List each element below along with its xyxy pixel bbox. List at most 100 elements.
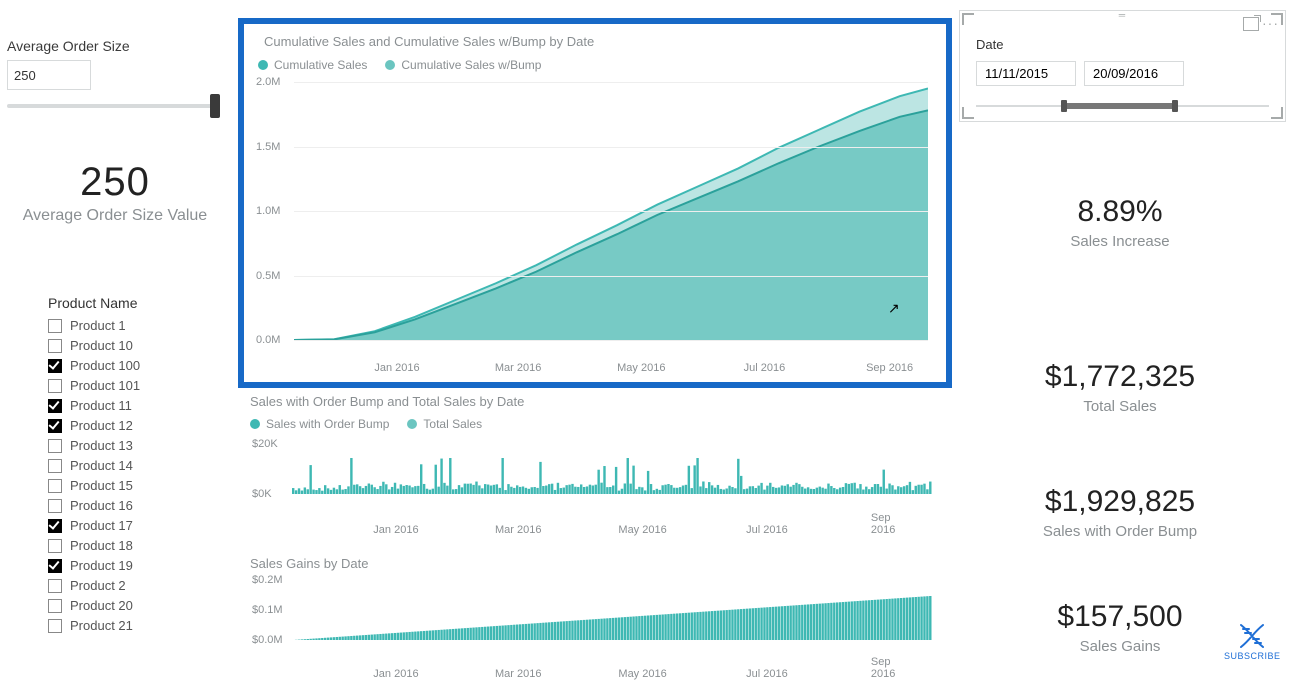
kpi-label: Sales with Order Bump [955,523,1285,540]
legend-item: Total Sales [407,417,482,431]
checkbox-icon[interactable] [48,359,62,373]
product-item-label: Product 101 [70,376,140,396]
x-axis-label: Sep 2016 [866,362,913,374]
product-item[interactable]: Product 15 [48,476,218,496]
y-axis-label: $0.2M [252,574,283,586]
kpi-value: 8.89% [955,195,1285,229]
legend-dot-icon [258,60,268,70]
checkbox-icon[interactable] [48,419,62,433]
y-axis-label: 2.0M [256,76,280,88]
popout-icon[interactable] [1243,17,1259,31]
product-item[interactable]: Product 17 [48,516,218,536]
avg-order-input[interactable] [7,60,91,90]
gridline [294,276,928,277]
product-item[interactable]: Product 10 [48,336,218,356]
product-item[interactable]: Product 13 [48,436,218,456]
checkbox-icon[interactable] [48,599,62,613]
legend-label: Cumulative Sales w/Bump [401,58,541,72]
x-axis-label: Mar 2016 [495,524,541,536]
product-item[interactable]: Product 16 [48,496,218,516]
product-item[interactable]: Product 18 [48,536,218,556]
subscribe-badge[interactable]: SUBSCRIBE [1224,623,1280,661]
x-axis-label: Jan 2016 [373,668,418,680]
x-axis-label: May 2016 [617,362,665,374]
subscribe-label: SUBSCRIBE [1224,651,1281,661]
product-item[interactable]: Product 2 [48,576,218,596]
date-range-slider[interactable] [976,99,1269,113]
resize-handle-br[interactable] [1271,107,1283,119]
date-slicer-label: Date [976,37,1003,52]
chart-plot-area [292,580,932,640]
product-item[interactable]: Product 101 [48,376,218,396]
checkbox-icon[interactable] [48,539,62,553]
checkbox-icon[interactable] [48,479,62,493]
product-item[interactable]: Product 1 [48,316,218,336]
product-filter-list[interactable]: Product 1Product 10Product 100Product 10… [48,316,218,656]
x-axis-label: Jan 2016 [373,524,418,536]
grip-icon[interactable]: ═ [1109,10,1137,16]
x-axis-label: Sep 2016 [871,656,916,680]
avg-order-slider-handle[interactable] [210,94,220,118]
chart-plot-area [292,444,932,494]
y-axis-label: $0.1M [252,604,283,616]
date-slider-handle-start[interactable] [1061,100,1067,112]
product-item-label: Product 2 [70,576,126,596]
center-panel: Cumulative Sales and Cumulative Sales w/… [238,0,948,679]
cumulative-sales-chart[interactable]: Cumulative Sales and Cumulative Sales w/… [238,18,952,388]
product-item[interactable]: Product 21 [48,616,218,636]
checkbox-icon[interactable] [48,399,62,413]
chart-title: Cumulative Sales and Cumulative Sales w/… [264,34,594,49]
checkbox-icon[interactable] [48,339,62,353]
product-item-label: Product 1 [70,316,126,336]
x-axis-label: Jul 2016 [744,362,786,374]
product-item[interactable]: Product 11 [48,396,218,416]
checkbox-icon[interactable] [48,579,62,593]
resize-handle-bl[interactable] [962,107,974,119]
product-item[interactable]: Product 100 [48,356,218,376]
y-axis-label: 0.0M [256,334,280,346]
avg-order-slider[interactable] [7,96,217,116]
kpi-card: 8.89% Sales Increase [955,195,1285,250]
product-item[interactable]: Product 19 [48,556,218,576]
date-slicer[interactable]: ═ ··· Date [959,10,1286,122]
product-item-label: Product 17 [70,516,133,536]
right-panel: ═ ··· Date 8.89%Sales Increase$1,772,325… [955,0,1290,679]
left-panel: Average Order Size 250 Average Order Siz… [0,0,230,679]
checkbox-icon[interactable] [48,319,62,333]
checkbox-icon[interactable] [48,459,62,473]
checkbox-icon[interactable] [48,499,62,513]
product-item[interactable]: Product 14 [48,456,218,476]
sales-gains-chart[interactable]: Sales Gains by Date $0.0M$0.1M$0.2MJan 2… [248,556,938,676]
chart-legend: Sales with Order Bump Total Sales [250,417,938,431]
kpi-card: $1,929,825Sales with Order Bump [955,485,1285,540]
checkbox-icon[interactable] [48,379,62,393]
date-slider-handle-end[interactable] [1172,100,1178,112]
resize-handle-tr[interactable] [1271,13,1283,25]
legend-label: Total Sales [423,417,482,431]
product-filter-title: Product Name [48,295,137,311]
date-end-input[interactable] [1084,61,1184,86]
avg-order-kpi-label: Average Order Size Value [0,207,230,225]
product-item[interactable]: Product 20 [48,596,218,616]
y-axis-label: $20K [252,438,278,450]
checkbox-icon[interactable] [48,439,62,453]
product-item[interactable]: Product 12 [48,416,218,436]
gridline [294,82,928,83]
order-bump-chart[interactable]: Sales with Order Bump and Total Sales by… [248,394,938,534]
checkbox-icon[interactable] [48,559,62,573]
x-axis-label: Jul 2016 [746,668,788,680]
legend-label: Sales with Order Bump [266,417,389,431]
y-axis-label: $0.0M [252,634,283,646]
product-item-label: Product 19 [70,556,133,576]
kpi-label: Total Sales [955,398,1285,415]
product-item-label: Product 20 [70,596,133,616]
gridline [294,340,928,341]
legend-dot-icon [385,60,395,70]
checkbox-icon[interactable] [48,519,62,533]
checkbox-icon[interactable] [48,619,62,633]
date-start-input[interactable] [976,61,1076,86]
product-item-label: Product 13 [70,436,133,456]
resize-handle-tl[interactable] [962,13,974,25]
kpi-label: Sales Increase [955,233,1285,250]
gridline [294,211,928,212]
